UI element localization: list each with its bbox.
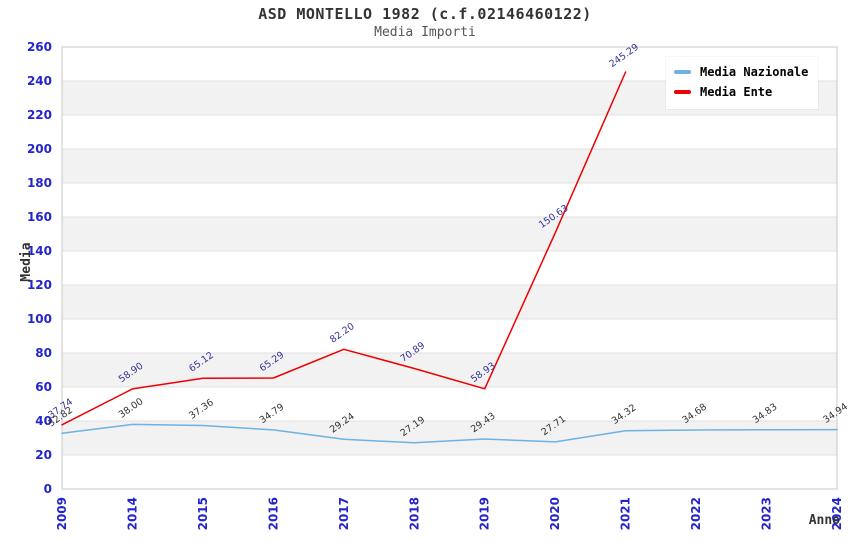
x-tick-label: 2017 (337, 497, 351, 530)
x-tick-label: 2014 (125, 497, 139, 530)
x-tick-label: 2016 (266, 497, 280, 530)
x-tick-label: 2020 (548, 497, 562, 530)
legend-label-media-nazionale: Media Nazionale (700, 65, 809, 79)
plot-band (62, 217, 837, 251)
plot-band (62, 353, 837, 387)
plot-band (62, 421, 837, 455)
chart-subtitle: Media Importi (374, 25, 476, 40)
y-axis-title: Media (19, 242, 34, 281)
series-line-media-nazionale (61, 423, 838, 444)
plot-band (62, 149, 837, 183)
y-tick-label: 260 (27, 40, 52, 54)
data-label-media-ente: 82.20 (328, 321, 357, 346)
legend-label-media-ente: Media Ente (700, 85, 773, 99)
x-tick-label: 2023 (760, 497, 774, 530)
y-tick-label: 200 (27, 142, 52, 156)
y-tick-label: 20 (35, 448, 52, 462)
y-tick-label: 240 (27, 74, 52, 88)
data-label-media-nazionale: 37.36 (187, 397, 216, 422)
plot-border (61, 46, 838, 490)
plot-band (62, 285, 837, 319)
legend-swatch-media-nazionale (674, 70, 691, 74)
x-tick-label: 2022 (689, 497, 703, 530)
y-tick-label: 0 (44, 482, 52, 496)
legend-item-media-ente[interactable]: Media Ente (674, 82, 808, 102)
y-tick-label: 60 (35, 380, 52, 394)
x-tick-label: 2019 (478, 497, 492, 530)
legend: Media Nazionale Media Ente (666, 57, 819, 109)
x-tick-label: 2015 (196, 497, 210, 530)
legend-swatch-media-ente (674, 90, 691, 94)
y-tick-label: 120 (27, 278, 52, 292)
x-axis-title: Anno (809, 513, 840, 528)
x-tick-label: 2018 (407, 497, 421, 530)
legend-item-media-nazionale[interactable]: Media Nazionale (674, 62, 808, 82)
data-label-media-nazionale: 38.00 (117, 396, 146, 421)
y-tick-label: 180 (27, 176, 52, 190)
data-label-media-ente: 245.29 (607, 42, 641, 70)
y-tick-label: 40 (35, 414, 52, 428)
y-tick-label: 100 (27, 312, 52, 326)
y-tick-label: 80 (35, 346, 52, 360)
x-tick-label: 2021 (619, 497, 633, 530)
x-tick-label: 2009 (55, 497, 69, 530)
y-tick-label: 140 (27, 244, 52, 258)
y-tick-label: 220 (27, 108, 52, 122)
chart-title: ASD MONTELLO 1982 (c.f.02146460122) (258, 5, 592, 23)
x-tick-label: 2024 (830, 497, 844, 530)
y-tick-label: 160 (27, 210, 52, 224)
series-line-media-ente (61, 71, 627, 426)
